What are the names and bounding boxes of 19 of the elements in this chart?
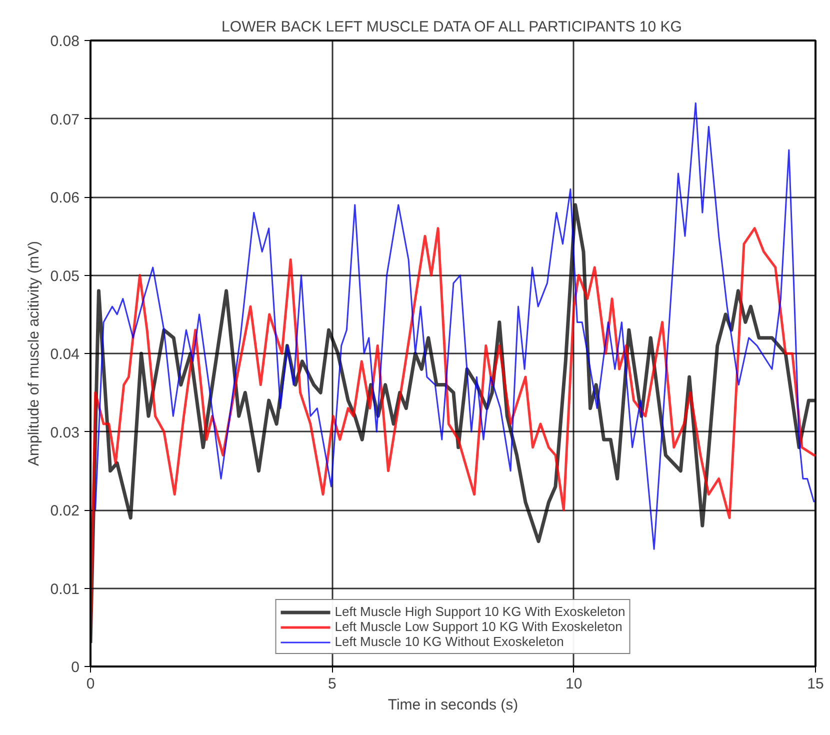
x-tick-label: 15 [807,676,824,692]
y-tick-label: 0.07 [50,111,80,128]
x-tick-label: 10 [565,676,582,692]
y-tick-label: 0.05 [50,268,80,285]
y-tick-label: 0 [71,659,80,676]
y-tick-label: 0.04 [50,346,80,363]
chart-title: LOWER BACK LEFT MUSCLE DATA OF ALL PARTICIPANTS 10 KG [222,18,682,36]
y-tick-label: 0.03 [50,424,80,442]
x-axis-title: Time in seconds (s) [388,696,518,714]
y-tick-label: 0.02 [50,502,80,520]
legend-label: Left Muscle High Support 10 KG With Exoskeleton [334,604,626,619]
y-axis-title: Amplitude of muscle acitivity (mV) [25,240,42,466]
y-tick-label: 0.08 [50,33,80,50]
y-tick-label: 0.06 [50,190,80,206]
y-tick-label: 0.01 [50,580,80,598]
legend-label: Left Muscle Low Support 10 KG With Exoskeleton [334,619,622,634]
x-tick-label: 0 [86,676,95,692]
x-tick-label: 5 [328,676,336,692]
legend-label: Left Muscle 10 KG Without Exoskeleton [334,634,564,649]
